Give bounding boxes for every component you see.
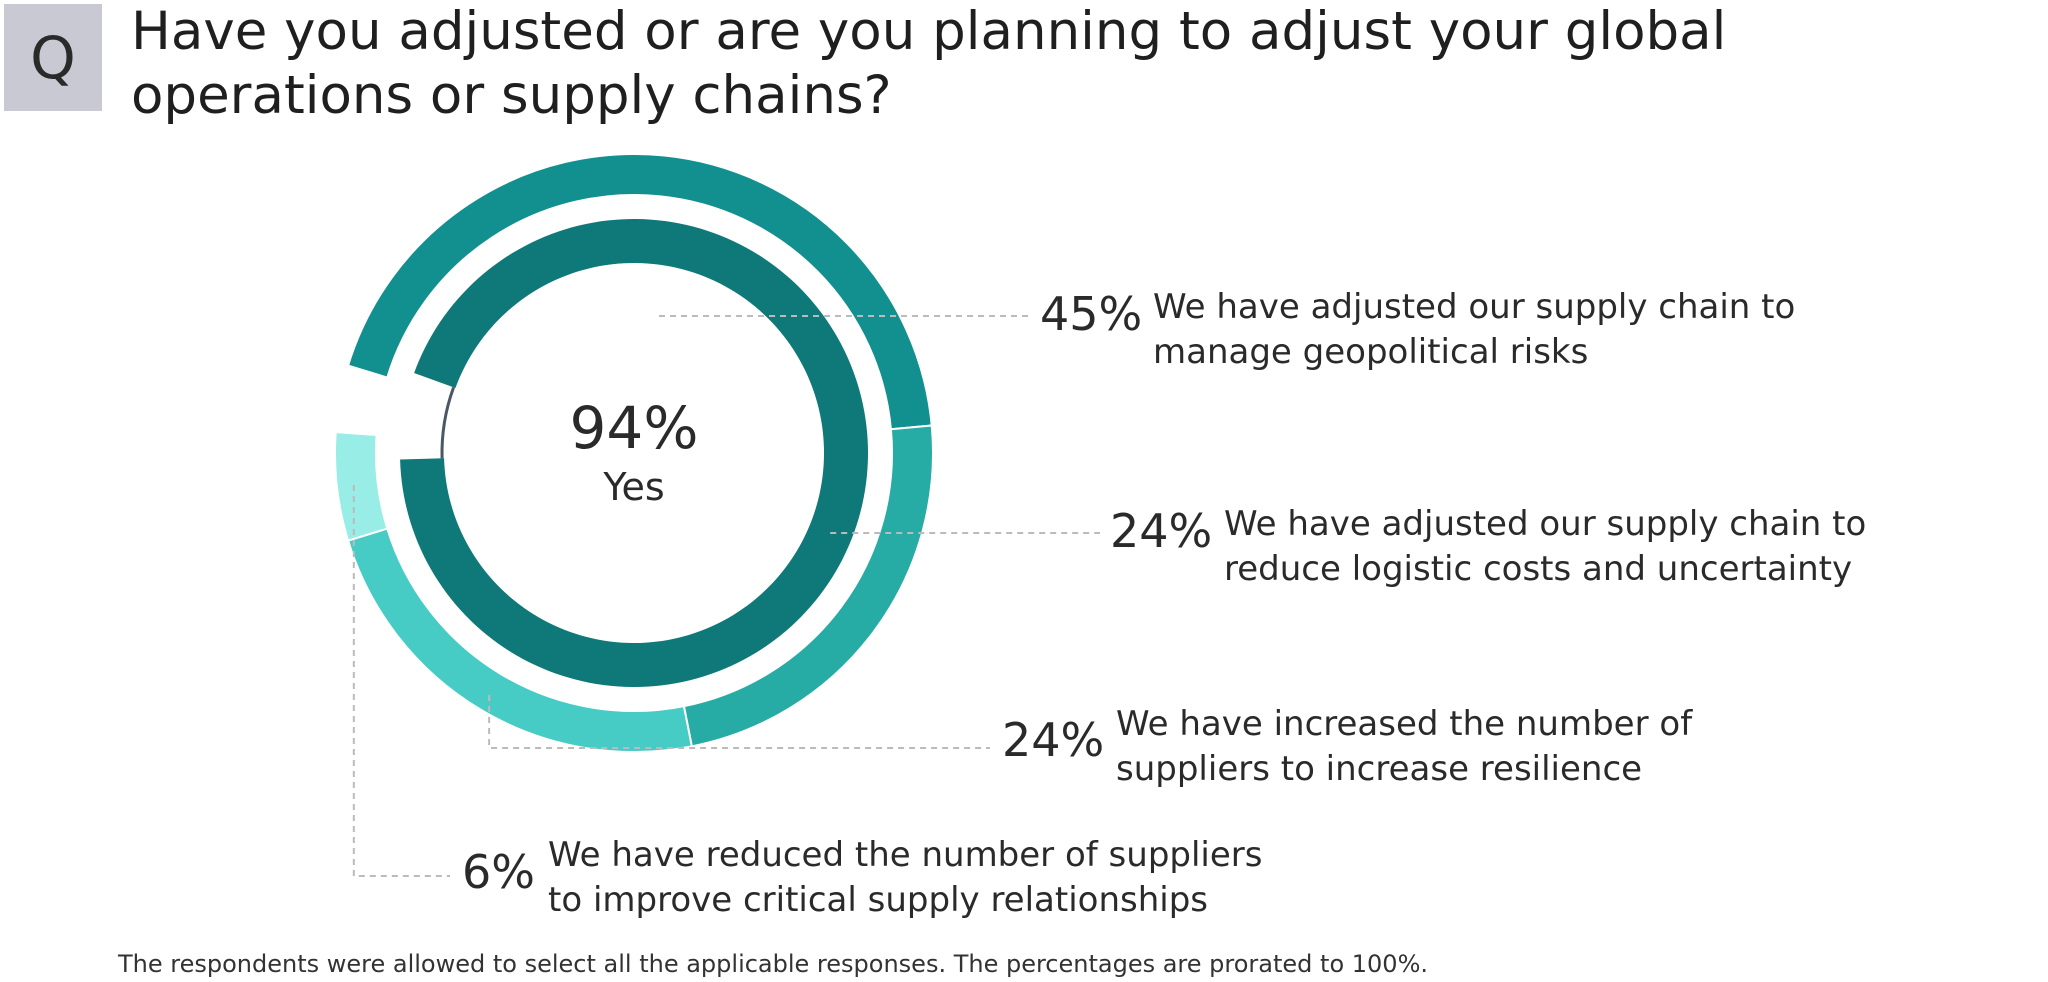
slice-label-line: to improve critical supply relationships: [548, 880, 1208, 920]
slice-label-line: We have adjusted our supply chain to: [1224, 504, 1866, 544]
slice-label-line: We have increased the number of: [1116, 704, 1693, 744]
slice-value-label: 24%: [1110, 504, 1212, 558]
inner-ring-remainder-line: [440, 386, 455, 459]
footnote: The respondents were allowed to select a…: [118, 950, 1429, 978]
page-title: Have you adjusted or are you planning to…: [131, 0, 1931, 128]
leader-line: [352, 484, 450, 877]
slice-label-group: 6% We have reduced the number of supplie…: [462, 835, 1262, 920]
question-badge: Q: [4, 4, 102, 111]
slice-label-line: We have adjusted our supply chain to: [1153, 287, 1795, 327]
donut-chart: 94% Yes 45% We have adjusted our supply …: [334, 153, 1866, 920]
center-value-label: 94%: [570, 394, 699, 462]
slice-label-line: We have reduced the number of suppliers: [548, 835, 1262, 875]
slice-label-line: reduce logistic costs and uncertainty: [1224, 549, 1852, 589]
leader-line: [488, 694, 990, 749]
slice-label-group: 45% We have adjusted our supply chain to…: [1040, 287, 1795, 372]
title-line-1: Have you adjusted or are you planning to…: [131, 1, 1727, 62]
inner-ring: [400, 219, 868, 687]
center-label: Yes: [602, 465, 664, 509]
slice-label-line: manage geopolitical risks: [1153, 332, 1588, 372]
title-line-2: operations or supply chains?: [131, 65, 892, 126]
outer-ring: [334, 153, 934, 753]
leader-lines: [352, 315, 1100, 877]
slice-value-label: 45%: [1040, 287, 1142, 341]
outer-ring-slice: [334, 431, 389, 542]
slice-label-group: 24% We have adjusted our supply chain to…: [1110, 504, 1866, 589]
slice-label-group: 24% We have increased the number of supp…: [1002, 704, 1693, 789]
slice-label-line: suppliers to increase resilience: [1116, 749, 1642, 789]
slice-value-label: 24%: [1002, 713, 1104, 767]
slice-value-label: 6%: [462, 845, 535, 899]
